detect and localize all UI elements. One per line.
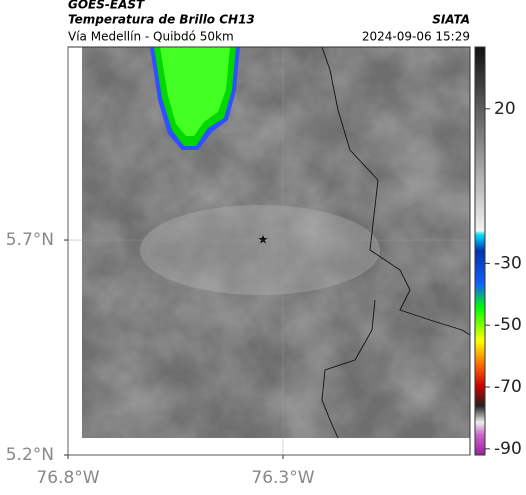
colorbar-tick-label: -90 bbox=[494, 439, 522, 459]
colorbar-tick-label: -70 bbox=[494, 377, 522, 397]
title: Temperatura de Brillo CH13 bbox=[68, 13, 255, 27]
x-tick-label: 76.3°W bbox=[251, 468, 314, 488]
colorbar-tick-label: -50 bbox=[494, 315, 522, 335]
x-tick-label: 76.8°W bbox=[36, 468, 99, 488]
y-tick-label: 5.7°N bbox=[6, 230, 54, 250]
timestamp: 2024-09-06 15:29 bbox=[362, 30, 470, 44]
city-marker: ★ bbox=[258, 233, 269, 247]
agency: SIATA bbox=[432, 13, 470, 27]
source: GOES-EAST bbox=[68, 0, 145, 12]
subtitle: Vía Medellín - Quibdó 50km bbox=[68, 30, 234, 44]
y-tick-label: 5.2°N bbox=[6, 445, 54, 465]
colorbar-tick-label: 20 bbox=[494, 99, 516, 119]
satellite-image bbox=[82, 46, 471, 439]
colorbar bbox=[474, 46, 486, 456]
colorbar-tick-label: -30 bbox=[494, 253, 522, 273]
